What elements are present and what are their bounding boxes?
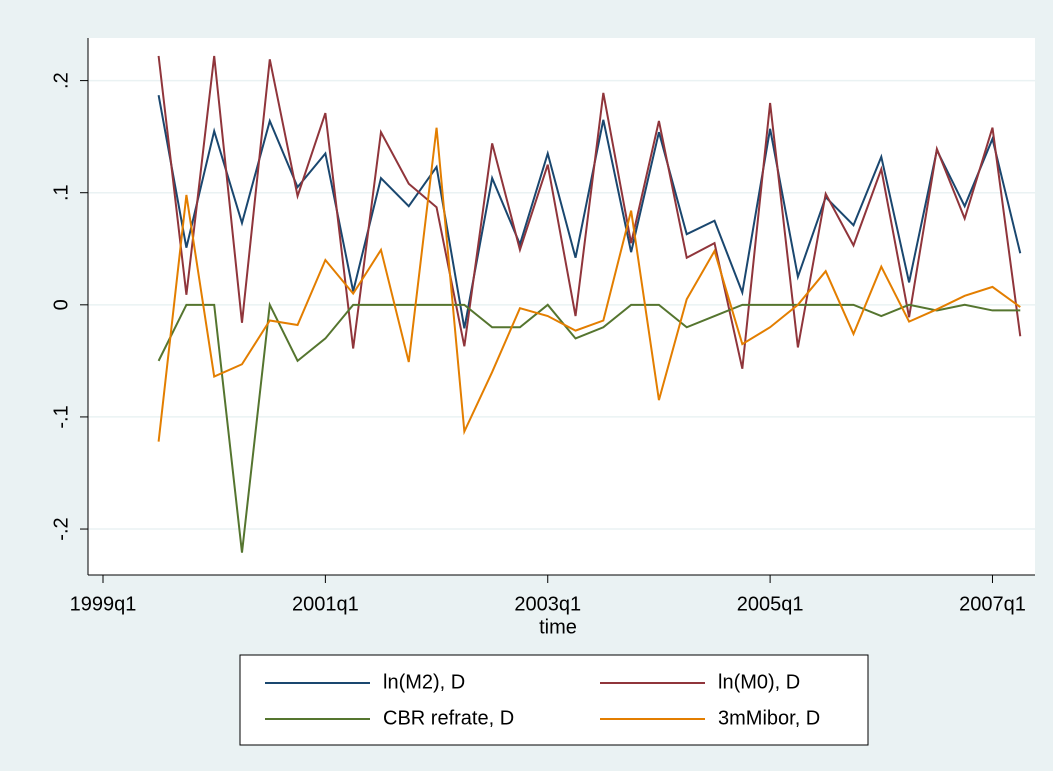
x-tick-label: 2001q1 xyxy=(292,593,359,615)
plot-area xyxy=(88,38,1035,575)
y-tick-label: -.1 xyxy=(50,405,72,428)
series-line xyxy=(157,127,1021,442)
x-tick-label: 2007q1 xyxy=(959,593,1026,615)
y-tick-label: .1 xyxy=(50,184,72,201)
x-tick-label: 2003q1 xyxy=(514,593,581,615)
x-axis-title: time xyxy=(539,616,577,638)
legend-label: CBR refrate, D xyxy=(383,707,514,729)
x-tick-label: 2005q1 xyxy=(737,593,804,615)
y-tick-label: 0 xyxy=(50,299,72,310)
series-line xyxy=(157,55,1022,369)
y-tick-label: -.2 xyxy=(50,517,72,540)
y-tick-label: .2 xyxy=(50,72,72,89)
legend-label: 3mMibor, D xyxy=(718,707,820,729)
legend-label: ln(M0), D xyxy=(718,671,800,693)
legend-label: ln(M2), D xyxy=(383,671,465,693)
x-tick-label: 1999q1 xyxy=(70,593,137,615)
legend xyxy=(239,654,869,746)
series-line xyxy=(157,301,1021,553)
